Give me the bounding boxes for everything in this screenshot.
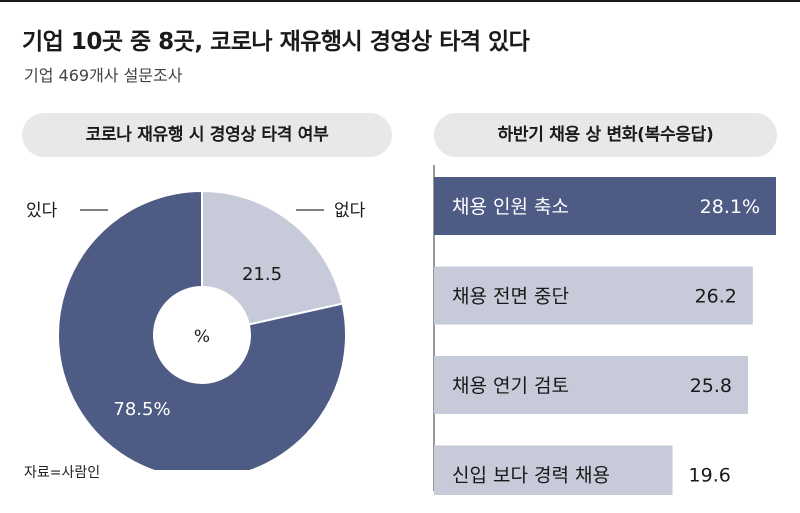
pie-category-label-1: 있다: [26, 201, 58, 221]
bar-chart-title: 하반기 채용 상 변화(복수응답): [434, 113, 777, 157]
source-note: 자료=사람인: [24, 465, 101, 481]
pie-slice-label-1: 78.5%: [113, 399, 170, 420]
bar-category-label-2: 채용 전면 중단: [452, 286, 569, 308]
top-rule: [0, 0, 800, 2]
pie-slice-2: [201, 189, 344, 326]
bar-3: [434, 356, 749, 414]
pie-slice-1: [57, 189, 347, 470]
bar-category-label-1: 채용 인원 축소: [452, 196, 569, 218]
pie-chart-title: 코로나 재유행 시 경영상 타격 여부: [22, 113, 392, 157]
bar-category-label-3: 채용 연기 검토: [452, 375, 569, 397]
bar-2: [434, 266, 753, 325]
bar-1: [434, 177, 776, 235]
bar-value-label-4: 19.6: [689, 465, 731, 487]
bar-4: [434, 445, 673, 495]
page-subtitle: 기업 469개사 설문조사: [24, 66, 183, 85]
pie-category-label-2: 없다: [334, 201, 366, 221]
bar-category-label-4: 신입 보다 경력 채용: [452, 465, 610, 487]
page-title: 기업 10곳 중 8곳, 코로나 재유행시 경영상 타격 있다: [22, 29, 530, 55]
bar-value-label-1: 28.1%: [700, 196, 760, 218]
pie-slice-label-2: 21.5: [242, 264, 282, 285]
donut-chart: % 78.5% 21.5 있다 없다: [26, 189, 366, 470]
pie-center-label: %: [194, 327, 210, 347]
bar-chart: 채용 인원 축소 28.1% 채용 전면 중단 26.2 채용 연기 검토 25.8 신입 …: [433, 165, 776, 495]
bar-value-label-2: 26.2: [695, 286, 737, 308]
bar-value-label-3: 25.8: [690, 375, 732, 397]
